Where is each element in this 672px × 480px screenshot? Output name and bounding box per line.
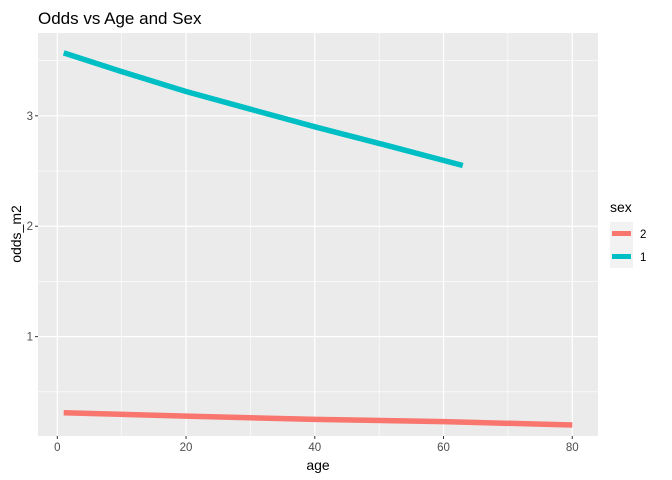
chart-title: Odds vs Age and Sex	[38, 9, 202, 28]
x-tick-label: 20	[180, 442, 193, 454]
series-lines	[62, 50, 573, 428]
y-axis-ticks: 1 2 3	[27, 111, 38, 344]
x-axis-label: age	[306, 457, 330, 473]
y-tick-label: 2	[27, 221, 33, 233]
y-axis-label: odds_m2	[8, 205, 24, 263]
legend: sex 2 1	[610, 199, 646, 268]
y-tick-label: 3	[27, 111, 33, 123]
legend-title: sex	[610, 199, 632, 215]
grid-major	[38, 33, 598, 436]
x-axis-ticks: 0 20 40 60 80	[54, 436, 579, 454]
x-tick-label: 60	[437, 442, 450, 454]
legend-label: 2	[640, 229, 646, 241]
x-tick-label: 80	[566, 442, 579, 454]
x-tick-label: 40	[308, 442, 321, 454]
plot-panel	[38, 33, 598, 436]
grid-minor	[38, 33, 598, 436]
series-line-sex-2	[63, 410, 573, 428]
series-line-sex-1	[62, 50, 464, 169]
y-tick-label: 1	[27, 332, 33, 344]
legend-label: 1	[640, 252, 646, 264]
x-tick-label: 0	[54, 442, 60, 454]
